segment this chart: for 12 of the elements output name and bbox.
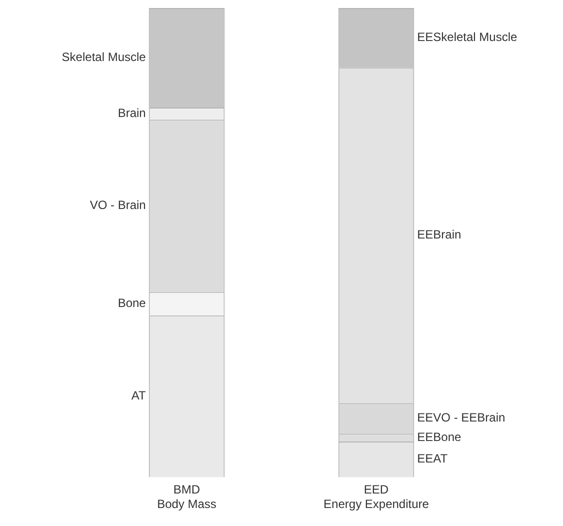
series-label: EESkeletal Muscle	[417, 30, 518, 44]
series-label: EEAT	[417, 452, 448, 466]
series-label: EEBrain	[417, 228, 462, 242]
series-label: VO - Brain	[90, 198, 146, 212]
series-label: Brain	[118, 106, 146, 120]
series-label: EEVO - EEBrain	[417, 410, 506, 425]
x-tick-label: BMD Body Mass	[157, 482, 216, 512]
series-label: AT	[131, 388, 147, 403]
series-label: EEBone	[417, 430, 462, 444]
series-label: Bone	[118, 296, 146, 310]
x-tick-label: EED Energy Expenditure	[324, 482, 430, 512]
series-label: Skeletal Muscle	[62, 50, 146, 64]
